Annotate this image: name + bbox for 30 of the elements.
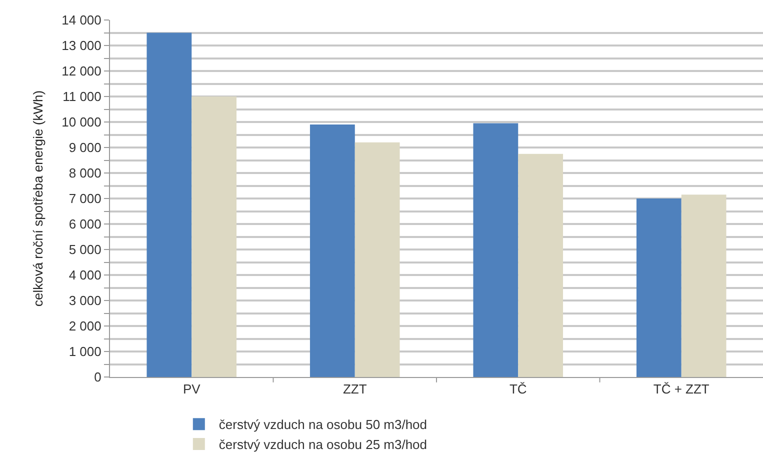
bar: [354, 142, 400, 377]
y-tick-label: 2 000: [68, 318, 102, 334]
bar: [636, 198, 682, 377]
x-tick-label: PV: [182, 382, 201, 397]
y-tick-label: 4 000: [68, 268, 102, 283]
x-tick-label: TČ + ZZT: [653, 382, 710, 397]
y-tick-label: 14 000: [62, 12, 102, 28]
y-tick-label: 6 000: [68, 216, 102, 232]
legend-label: čerstvý vzduch na osobu 25 m3/hod: [218, 437, 428, 452]
y-tick-label: 0: [94, 370, 102, 385]
bar: [192, 96, 237, 377]
y-tick-label: 5 000: [68, 242, 102, 258]
y-axis-title: celková roční spotřeba energie (kWh): [30, 90, 46, 307]
bar: [473, 123, 518, 377]
x-tick-label: ZZT: [342, 382, 367, 397]
y-tick-label: 12 000: [62, 64, 102, 79]
y-tick-label: 8 000: [68, 166, 102, 181]
bar: [518, 154, 564, 377]
x-tick-label: TČ: [509, 382, 527, 397]
y-tick-label: 10 000: [62, 114, 102, 130]
y-tick-label: 1 000: [68, 344, 102, 360]
y-tick-label: 9 000: [68, 140, 102, 156]
y-tick-label: 11 000: [62, 89, 102, 104]
bar: [310, 124, 355, 377]
bar: [681, 194, 726, 377]
y-tick-label: 3 000: [68, 293, 102, 308]
legend-label: čerstvý vzduch na osobu 50 m3/hod: [218, 417, 428, 432]
bar: [146, 32, 192, 377]
y-tick-label: 7 000: [68, 191, 102, 206]
y-tick-label: 13 000: [62, 38, 102, 54]
